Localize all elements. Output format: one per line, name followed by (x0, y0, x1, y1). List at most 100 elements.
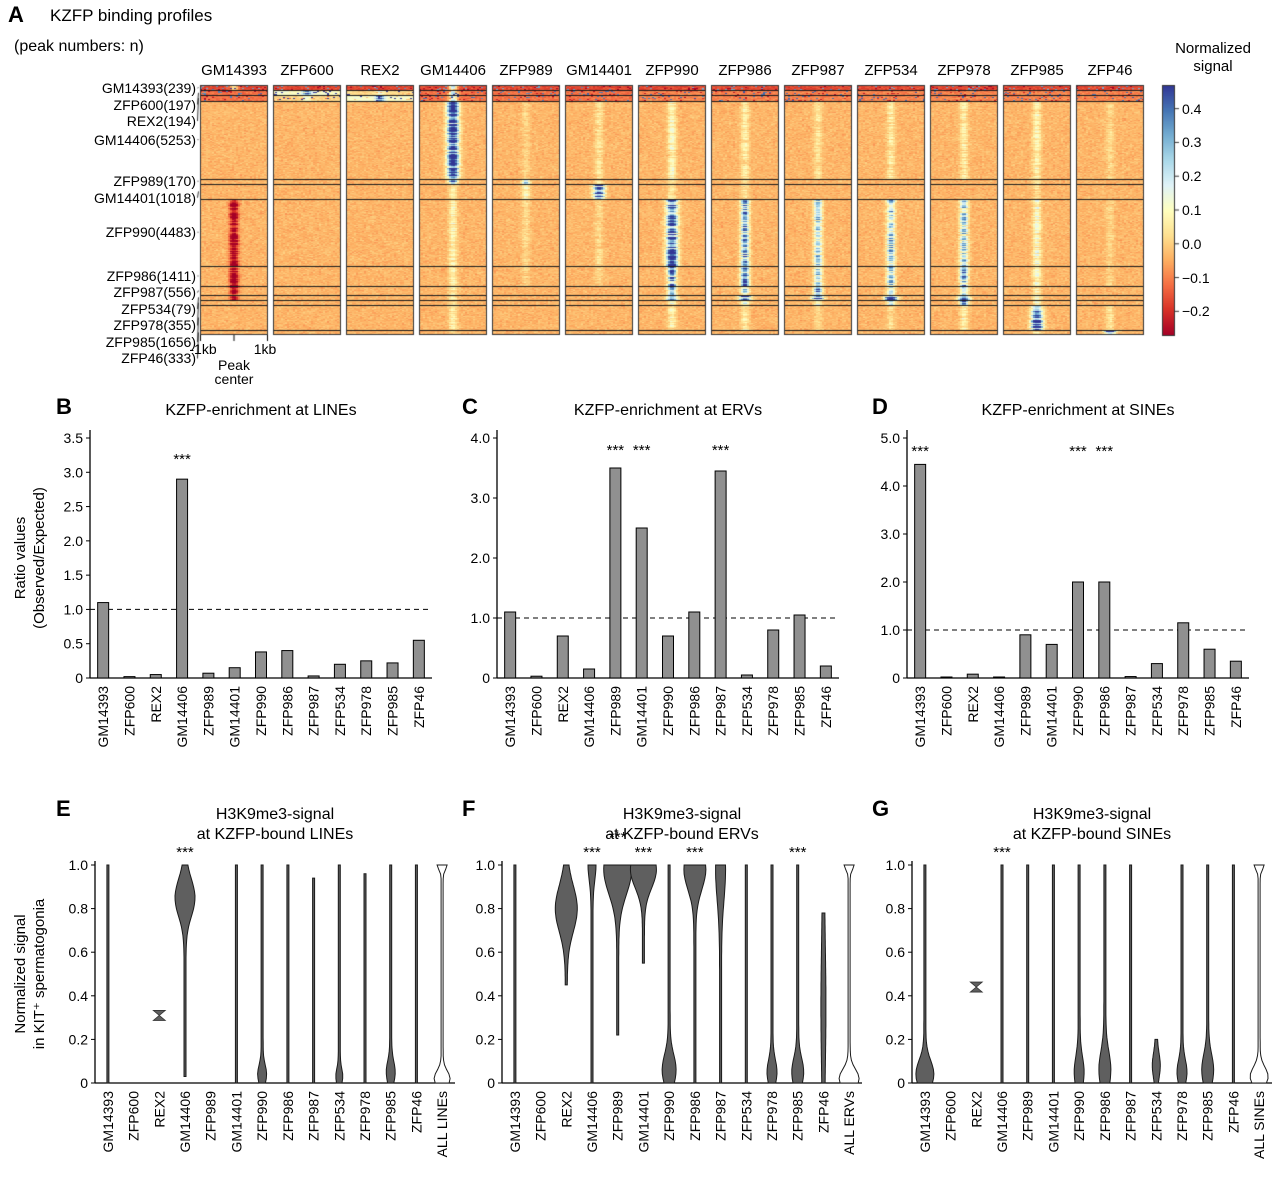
panel-a-letter: A (8, 2, 24, 28)
y-tick-label: 0.4 (476, 988, 496, 1004)
y-tick-label: 3.0 (471, 490, 491, 506)
y-tick-label: 1.0 (881, 622, 901, 638)
y-tick-label: 1.0 (886, 857, 906, 873)
colorbar-tick-label: 0.3 (1182, 134, 1228, 150)
category-label: GM14406 (177, 1091, 193, 1153)
y-tick-label: 0.4 (69, 988, 89, 1004)
bar (941, 677, 952, 678)
category-label: GM14406 (994, 1091, 1010, 1153)
category-label: ZFP46 (1228, 686, 1244, 728)
bar (663, 636, 674, 678)
category-label: ALL SINEs (1251, 1091, 1267, 1159)
heatmap-row-label: ZFP534(79) (10, 301, 196, 317)
chart-title-line1: H3K9me3-signal (216, 806, 334, 823)
y-tick-label: 0.5 (64, 636, 84, 652)
category-label: ZFP985 (792, 686, 808, 736)
bar (531, 676, 542, 678)
violin (1177, 865, 1187, 1083)
significance-stars: *** (583, 844, 601, 861)
violin (235, 865, 237, 1083)
category-label: ZFP534 (1149, 686, 1165, 736)
bar (505, 612, 516, 678)
violin (386, 865, 395, 1083)
category-label: ALL ERVs (841, 1091, 857, 1155)
violin (1202, 865, 1214, 1083)
category-label: ZFP986 (686, 686, 702, 736)
heatmap-row-label: ZFP986(1411) (10, 268, 196, 284)
significance-stars: *** (173, 451, 191, 468)
violin (821, 913, 826, 1083)
heatmap-xaxis-right-label: 1kb (240, 341, 290, 357)
bar-chart-sines: KZFP-enrichment at SINEs01.02.03.04.05.0… (872, 393, 1277, 781)
category-label: ZFP986 (1097, 1091, 1113, 1141)
significance-stars: *** (609, 829, 627, 846)
category-label: GM14393 (912, 686, 928, 748)
colorbar-title-line1: Normalized (1148, 40, 1278, 57)
category-label: ZFP985 (383, 1091, 399, 1141)
bar (820, 666, 831, 678)
category-label: ZFP987 (306, 1091, 322, 1141)
category-label: ZFP534 (739, 686, 755, 736)
category-label: GM14393 (507, 1091, 523, 1153)
bar (689, 612, 700, 678)
bowtie-marker (153, 1010, 165, 1020)
y-tick-label: 2.0 (64, 533, 84, 549)
colorbar-tick-label: −0.1 (1182, 270, 1228, 286)
category-label: ZFP986 (687, 1091, 703, 1141)
chart-title: KZFP-enrichment at LINEs (165, 402, 356, 419)
category-label: GM14393 (502, 686, 518, 748)
y-tick-label: 2.5 (64, 499, 84, 515)
violin (1052, 865, 1054, 1083)
category-label: GM14401 (228, 1091, 244, 1153)
violin (336, 865, 343, 1083)
category-label: GM14406 (581, 686, 597, 748)
y-tick-label: 1.0 (69, 857, 89, 873)
bar (794, 615, 805, 678)
colorbar-tick-label: 0.4 (1182, 101, 1228, 117)
violin (1099, 865, 1111, 1083)
bar (387, 663, 398, 678)
bar (994, 677, 1005, 678)
category-label: GM14406 (991, 686, 1007, 748)
category-label: ZFP990 (254, 1091, 270, 1141)
ylabel-ratio-line2: (Observed/Expected) (30, 408, 49, 708)
colorbar-tick-label: −0.2 (1182, 303, 1228, 319)
category-label: ZFP600 (533, 1091, 549, 1141)
heatmap-xaxis-left-label: -1kb (178, 341, 228, 357)
category-label: REX2 (968, 1091, 984, 1128)
y-tick-label: 0.4 (886, 988, 906, 1004)
heatmap-row-label: ZFP985(1656) (10, 334, 196, 350)
bar (1073, 582, 1084, 678)
y-tick-label: 4.0 (471, 430, 491, 446)
significance-stars: *** (635, 844, 653, 861)
chart-title-line2: at KZFP-bound SINEs (1013, 826, 1171, 843)
bar-chart-ervs: KZFP-enrichment at ERVs 0 1.0 2.0 3.0 4.0 GM14… (462, 393, 867, 781)
colorbar-title-line2: signal (1148, 58, 1278, 75)
heatmap-row-label: ZFP987(556) (10, 284, 196, 300)
y-tick-label: 0.2 (476, 1031, 496, 1047)
violin (1001, 865, 1003, 1083)
bar (308, 676, 319, 678)
chart-title-line2: at KZFP-bound ERVs (605, 826, 759, 843)
bar (229, 668, 240, 678)
y-tick-label: 1.0 (471, 610, 491, 626)
heatmap-row-label: ZFP989(170) (10, 173, 196, 189)
violin (434, 865, 450, 1083)
ylabel-normalized-signal: Normalized signal in KIT⁺ spermatogonia (11, 824, 49, 1124)
panel-a-subtitle: (peak numbers: n) (14, 38, 144, 56)
category-label: REX2 (555, 686, 571, 723)
category-label: ZFP989 (607, 686, 623, 736)
violin-chart-sines: H3K9me3-signalat KZFP-bound SINEs00.20.4… (872, 795, 1280, 1183)
violin-chart-ervs: H3K9me3-signalat KZFP-bound ERVs00.20.40… (462, 795, 882, 1183)
category-label: REX2 (148, 686, 164, 723)
category-label: ZFP600 (528, 686, 544, 736)
y-tick-label: 0 (75, 670, 83, 686)
violin (555, 865, 577, 985)
violin (716, 865, 726, 1083)
category-label: ZFP987 (713, 1091, 729, 1141)
colorbar-tick-label: 0.1 (1182, 202, 1228, 218)
category-label: GM14401 (1044, 686, 1060, 748)
heatmap-row-label: GM14393(239) (10, 80, 196, 96)
bar (203, 673, 214, 678)
heatmap-row-label: REX2(194) (10, 113, 196, 129)
